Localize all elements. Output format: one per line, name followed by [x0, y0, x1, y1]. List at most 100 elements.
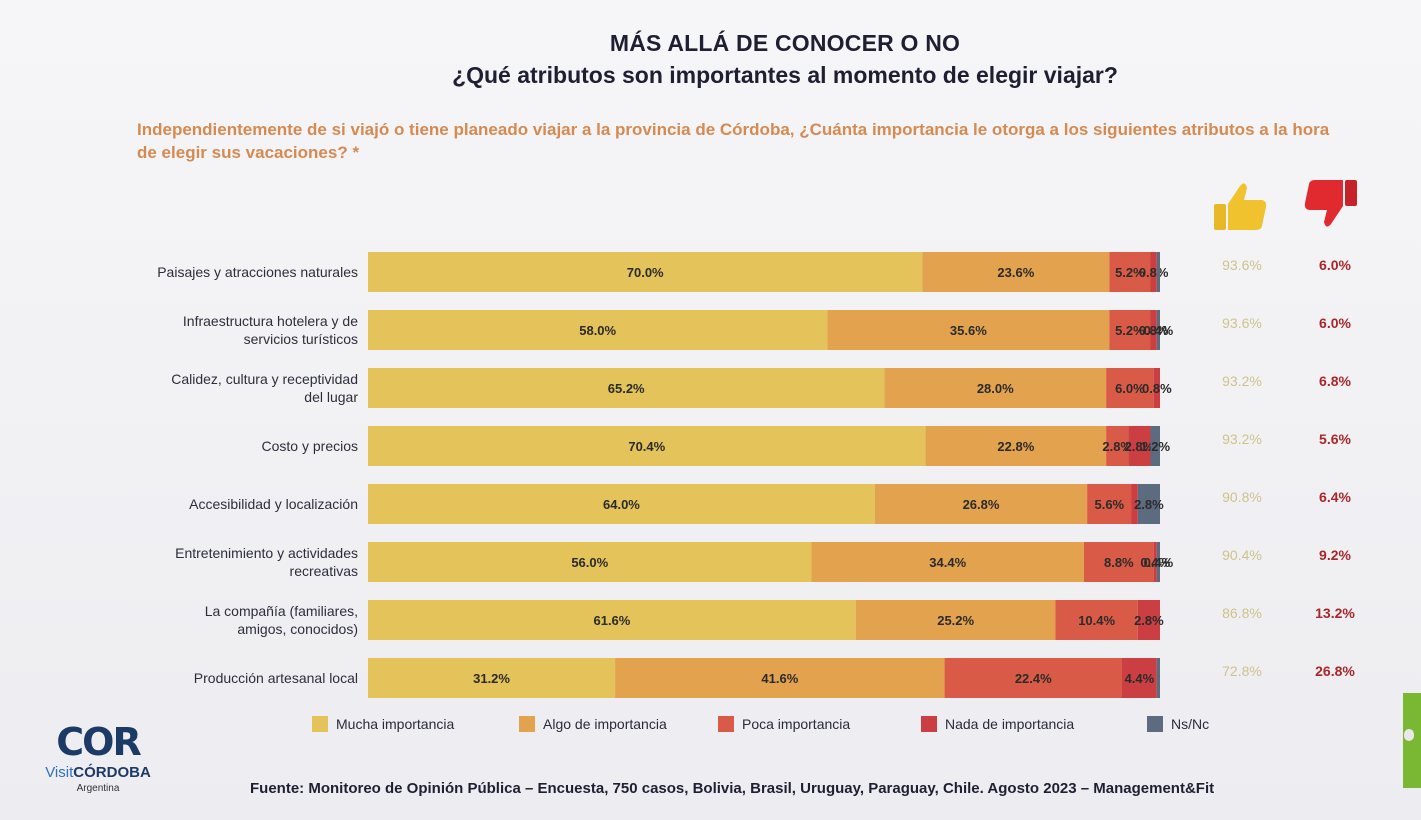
data-label: 61.6% [593, 613, 630, 628]
category-label: Entretenimiento y actividades [175, 545, 358, 561]
data-label: 31.2% [473, 671, 510, 686]
bar-segment [1083, 542, 1154, 582]
source-note: Fuente: Monitoreo de Opinión Pública – E… [250, 780, 1215, 797]
data-label: 2.8% [1134, 613, 1164, 628]
legend-item-nada: Nada de importancia [921, 716, 1074, 732]
category-label: recreativas [290, 563, 358, 579]
bar-segment [368, 426, 926, 466]
legend-item-mucha: Mucha importancia [312, 716, 454, 732]
positive-total: 93.6% [1222, 257, 1262, 273]
legend-item-poca: Poca importancia [718, 716, 850, 732]
logo-country: Argentina [76, 783, 120, 794]
bar-segment [368, 252, 923, 292]
side-decoration-dot [1404, 729, 1414, 741]
data-label: 0.4% [1144, 555, 1174, 570]
data-label: 0.4% [1140, 555, 1170, 570]
positive-total: 72.8% [1222, 663, 1262, 679]
data-label: 34.4% [929, 555, 966, 570]
bar-segment [1109, 310, 1151, 350]
data-label: 1.2% [1140, 439, 1170, 454]
legend-swatch [921, 716, 937, 732]
data-label: 64.0% [603, 497, 640, 512]
category-label: Accesibilidad y localización [189, 496, 358, 512]
bar-segment [884, 368, 1107, 408]
legend-label: Nada de importancia [945, 716, 1075, 732]
logo-brand-main: CÓRDOBA [73, 764, 151, 781]
bar-segment [1137, 600, 1160, 640]
category-label: La compañía (familiares, [205, 603, 358, 619]
legend-item-nsnc: Ns/Nc [1147, 716, 1209, 732]
bar-segment [1150, 426, 1160, 466]
category-label: Producción artesanal local [194, 670, 358, 686]
bar-segment [1087, 484, 1132, 524]
positive-total: 93.2% [1222, 431, 1262, 447]
side-decoration [1403, 693, 1421, 788]
data-label: 6.0% [1115, 381, 1145, 396]
bar-segment [944, 658, 1122, 698]
legend-label: Ns/Nc [1171, 716, 1210, 732]
chart-legend: Mucha importancia Algo de importancia Po… [312, 716, 1212, 742]
bar-segment [368, 658, 616, 698]
data-label: 22.4% [1015, 671, 1052, 686]
data-label: 65.2% [608, 381, 645, 396]
bar-segment [925, 426, 1107, 466]
data-label: 23.6% [997, 265, 1034, 280]
bar-segment [922, 252, 1110, 292]
data-label: 2.8% [1102, 439, 1132, 454]
bar-segment [1156, 252, 1160, 292]
bar-segment [827, 310, 1110, 350]
data-label: 2.8% [1134, 497, 1164, 512]
data-label: 2.8% [1125, 439, 1155, 454]
bar-segment [1121, 658, 1157, 698]
legend-swatch [519, 716, 535, 732]
negative-total: 6.0% [1319, 257, 1351, 273]
data-label: 41.6% [761, 671, 798, 686]
bar-segment [368, 600, 856, 640]
category-label: Paisajes y atracciones naturales [157, 264, 358, 280]
category-label: del lugar [304, 389, 358, 405]
survey-question: Independientemente de si viajó o tiene p… [137, 120, 1330, 162]
bar-segment [368, 542, 812, 582]
positive-total: 86.8% [1222, 605, 1262, 621]
legend-swatch [1147, 716, 1163, 732]
page-title: MÁS ALLÁ DE CONOCER O NO [609, 30, 961, 56]
bar-segment [615, 658, 945, 698]
page-subtitle: ¿Qué atributos son importantes al moment… [452, 62, 1118, 88]
category-label: Costo y precios [262, 438, 358, 454]
category-label: amigos, conocidos) [237, 621, 358, 637]
bar-segment [1106, 426, 1129, 466]
data-label: 0.4% [1144, 323, 1174, 338]
bar-segment [1131, 484, 1138, 524]
negative-total: 26.8% [1315, 663, 1355, 679]
data-label: 35.6% [950, 323, 987, 338]
bar-segment [1109, 252, 1151, 292]
data-label: 0.8% [1139, 323, 1169, 338]
logo-mark: COR [56, 720, 141, 764]
bar-segment [1156, 310, 1160, 350]
negative-total: 5.6% [1319, 431, 1351, 447]
visit-cordoba-logo: COR VisitCÓRDOBA Argentina [28, 722, 168, 794]
bar-segment [1150, 310, 1157, 350]
bar-segment [368, 310, 828, 350]
data-label: 10.4% [1078, 613, 1115, 628]
data-label: 0.8% [1139, 265, 1169, 280]
bar-segment [855, 600, 1056, 640]
bar-segment [368, 368, 885, 408]
legend-swatch [312, 716, 328, 732]
data-label: 0.8% [1142, 381, 1172, 396]
negative-total: 6.0% [1319, 315, 1351, 331]
legend-label: Poca importancia [742, 716, 851, 732]
bar-segment [1106, 368, 1154, 408]
negative-total: 6.8% [1319, 373, 1351, 389]
data-label: 70.4% [628, 439, 665, 454]
bar-segment [811, 542, 1084, 582]
data-label: 58.0% [579, 323, 616, 338]
data-label: 5.6% [1094, 497, 1124, 512]
data-label: 4.4% [1125, 671, 1155, 686]
positive-total: 90.4% [1222, 547, 1262, 563]
bar-segment [1128, 426, 1151, 466]
positive-total: 93.2% [1222, 373, 1262, 389]
bar-segment [1156, 658, 1160, 698]
data-label: 25.2% [937, 613, 974, 628]
